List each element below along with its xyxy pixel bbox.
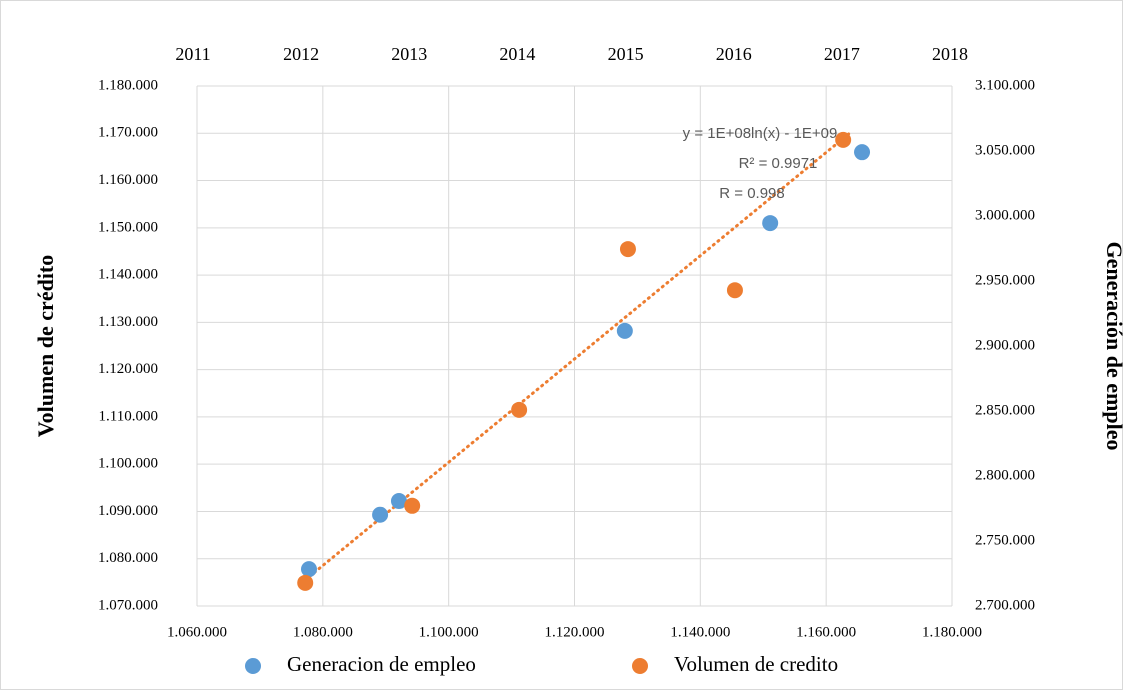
trendline-label: y = 1E+08ln(x) - 1E+09: [683, 125, 838, 142]
y-tick-label: 1.100.000: [98, 456, 158, 472]
y2-axis-label: Generación de empleo: [1102, 242, 1123, 451]
legend-label: Volumen de credito: [674, 652, 838, 676]
y2-tick-label: 2.900.000: [975, 337, 1035, 353]
y-tick-label: 1.110.000: [99, 408, 158, 424]
y2-tick-label: 2.750.000: [975, 532, 1035, 548]
point: [726, 282, 743, 299]
x2-tick-label: 2013: [391, 44, 427, 64]
y2-tick-label: 3.050.000: [975, 142, 1035, 158]
trendline-label: R² = 0.9971: [739, 155, 818, 172]
legend-marker: [632, 658, 648, 674]
point: [511, 401, 528, 418]
x-tick-label: 1.060.000: [167, 624, 227, 640]
y-tick-label: 1.090.000: [98, 503, 158, 519]
x2-tick-label: 2011: [175, 44, 210, 64]
point: [297, 574, 314, 591]
y-tick-label: 1.140.000: [98, 267, 158, 283]
point: [616, 322, 633, 339]
point: [854, 144, 871, 161]
y2-tick-label: 2.800.000: [975, 467, 1035, 483]
y2-tick-label: 3.100.000: [975, 77, 1035, 93]
x-tick-label: 1.140.000: [670, 624, 730, 640]
y2-tick-label: 3.000.000: [975, 207, 1035, 223]
point: [835, 131, 852, 148]
y2-tick-label: 2.700.000: [975, 597, 1035, 613]
point: [372, 506, 389, 523]
point: [404, 497, 421, 514]
y-tick-label: 1.070.000: [98, 597, 158, 613]
x-tick-label: 1.160.000: [796, 624, 856, 640]
point: [390, 493, 407, 510]
y-tick-label: 1.160.000: [98, 172, 158, 188]
x-tick-label: 1.180.000: [922, 624, 982, 640]
x-tick-label: 1.120.000: [545, 624, 605, 640]
y-axis-label: Volumen de crédito: [33, 255, 58, 438]
y-tick-label: 1.150.000: [98, 219, 158, 235]
point: [300, 561, 317, 578]
x-tick-label: 1.080.000: [293, 624, 353, 640]
point: [762, 215, 779, 232]
legend-label: Generacion de empleo: [287, 652, 476, 676]
y-tick-label: 1.130.000: [98, 314, 158, 330]
y2-tick-label: 2.850.000: [975, 402, 1035, 418]
x2-tick-label: 2016: [716, 44, 752, 64]
trendline-label: R = 0.998: [719, 185, 784, 202]
legend-marker: [245, 658, 261, 674]
x2-tick-label: 2012: [283, 44, 319, 64]
y2-tick-label: 2.950.000: [975, 272, 1035, 288]
point: [619, 241, 636, 258]
x-tick-label: 1.100.000: [419, 624, 479, 640]
trendline: [303, 131, 852, 582]
x2-tick-label: 2015: [608, 44, 644, 64]
y-tick-label: 1.170.000: [98, 125, 158, 141]
y-tick-label: 1.180.000: [98, 77, 158, 93]
x2-tick-label: 2014: [499, 44, 535, 64]
x2-tick-label: 2018: [932, 44, 968, 64]
y-tick-label: 1.120.000: [98, 361, 158, 377]
x2-tick-label: 2017: [824, 44, 860, 64]
y-tick-label: 1.080.000: [98, 550, 158, 566]
